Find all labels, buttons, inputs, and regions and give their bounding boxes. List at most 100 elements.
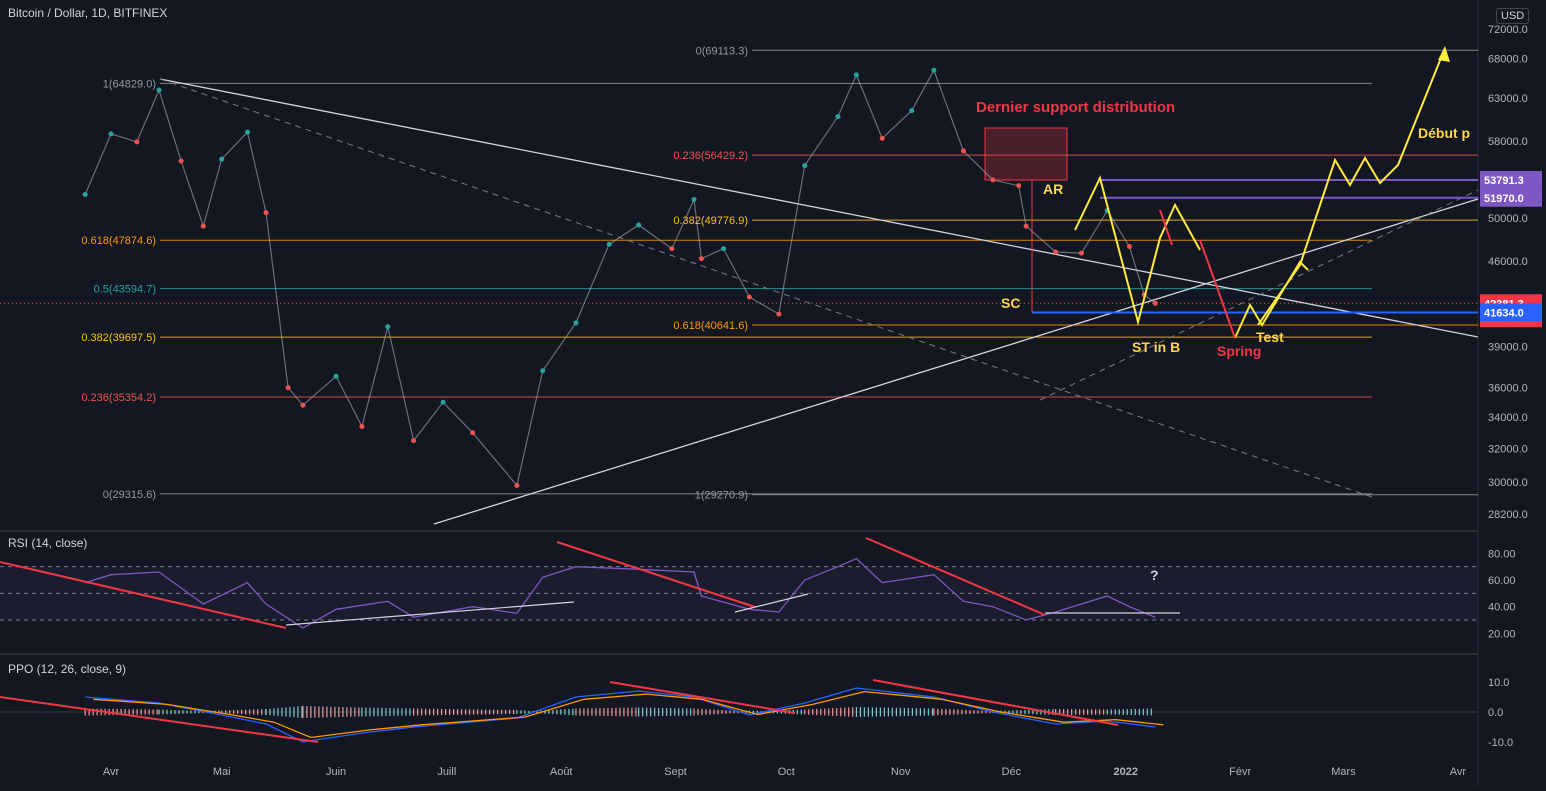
rsi-tick-label: 60.00 [1488,575,1516,587]
ppo-divergence-line [0,696,319,743]
descending-dashed-trendline [159,78,1373,498]
month-label: Mai [213,766,231,778]
price-tag-41634-bg [1480,303,1542,322]
price-point [990,177,996,183]
price-point [156,87,162,93]
price-point [669,246,675,252]
annotations: Dernier support distribution AR SC ST in B S… [976,46,1470,359]
symbol-title: Bitcoin / Dollar, 1D, BITFINEX [8,6,168,20]
price-point [178,158,184,164]
month-label: Juill [437,766,456,778]
rsi-label: RSI (14, close) [8,536,88,550]
ppo-tick-label: -10.0 [1488,737,1513,749]
price-point [721,246,727,252]
price-point [879,135,885,141]
price-tag-41634: 41634.0 [1484,307,1524,319]
trendlines [0,78,1479,525]
axes: 72000.068000.063000.058000.054000.050000… [103,24,1542,778]
ppo-tick-label: 0.0 [1488,707,1503,719]
price-point [540,368,546,374]
price-point [385,324,391,330]
projection-path-test [1234,260,1309,339]
price-point [606,241,612,247]
price-point [960,148,966,154]
fib-levels: 1(64829.0) 0.618(47874.6) 0.5(43594.7) 0.38… [81,45,1478,502]
price-point [931,67,937,73]
price-point [219,156,225,162]
fib-label-right: 0.618(40641.6) [673,320,748,332]
price-point [359,423,365,429]
price-tag-53791-bg [1480,170,1542,189]
distribution-box [984,127,1068,181]
price-tick-label: 30000.0 [1488,477,1528,489]
price-point [514,482,520,488]
red-path-small [1159,209,1173,246]
price-point [263,210,269,216]
rsi-support-line [285,601,575,626]
fib-label-right: 0(69113.3) [696,45,748,57]
rsi-divergence-line [865,537,1046,616]
month-label: Sept [664,766,687,778]
ppo-divergence-line [872,679,1119,726]
price-point [1023,223,1029,229]
projection-path-st [1074,175,1201,326]
ppo-tick-label: 10.0 [1488,677,1509,689]
price-tick-label: 39000.0 [1488,341,1528,353]
ppo-signal-line [93,690,1164,739]
price-tick-label: 50000.0 [1488,213,1528,225]
price-tag-51970-bg [1480,188,1542,207]
price-point [108,131,114,137]
month-label: Mars [1331,766,1356,778]
price-tick-label: 58000.0 [1488,136,1528,148]
annotation-test: Test [1256,329,1284,345]
rsi-tick-label: 40.00 [1488,602,1516,614]
price-point [746,294,752,300]
annotation-sc: SC [1001,295,1020,311]
price-point [802,163,808,169]
rsi-divergence-line [556,541,756,608]
ppo-pane [0,679,1478,743]
price-point [1078,250,1084,256]
projection-arrowhead [1438,46,1450,62]
price-tick-label: 46000.0 [1488,256,1528,268]
spring-path [1199,239,1236,339]
price-tick-label: 36000.0 [1488,383,1528,395]
price-point [82,191,88,197]
price-point [636,222,642,228]
annotation-distribution: Dernier support distribution [976,99,1175,116]
grid [0,0,1479,786]
price-point [776,311,782,317]
price-point [411,438,417,444]
price-tag-51970: 51970.0 [1484,193,1524,205]
currency-badge[interactable]: USD [1496,8,1530,24]
price-tick-label: 32000.0 [1488,444,1528,456]
fib-label-left: 0.5(43594.7) [94,284,156,296]
price-point [909,108,915,114]
rsi-divergence-line [0,561,287,629]
price-point [470,430,476,436]
rsi-pane: ? [0,537,1478,629]
price-point [300,402,306,408]
fib-label-right: 1(29270.9) [695,490,748,502]
price-tick-label: 68000.0 [1488,54,1528,66]
ppo-divergence-line [609,681,796,714]
rsi-line [85,557,1156,629]
price-point [853,72,859,78]
price-tick-label: 72000.0 [1488,24,1528,36]
descending-trendline [159,78,1479,338]
annotation-ar: AR [1043,181,1063,197]
month-label: Avr [1450,766,1467,778]
ppo-line [85,687,1156,743]
price-point [835,114,841,120]
fib-label-left: 0.236(35354.2) [81,392,156,404]
price-point [573,320,579,326]
projection-path-markup [1257,47,1446,326]
rsi-support-line [734,593,809,613]
month-label: Nov [891,766,911,778]
rsi-tick-label: 20.00 [1488,628,1516,640]
ascending-dashed-trendline [1039,189,1479,401]
price-point [1126,243,1132,249]
price-line [84,68,1156,487]
